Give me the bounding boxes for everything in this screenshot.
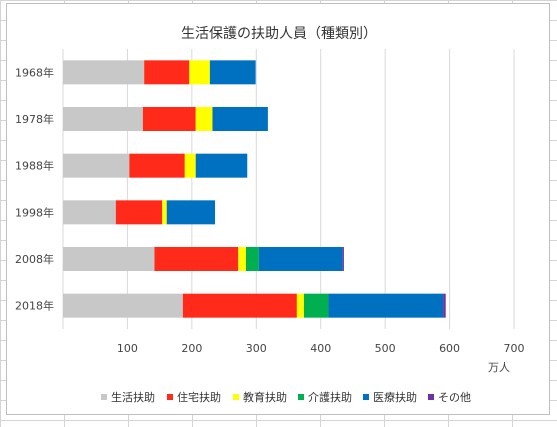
bar-segment-5 xyxy=(328,293,444,318)
legend-swatch xyxy=(101,394,107,400)
bar-segment-6 xyxy=(342,247,344,271)
legend-label: 介護扶助 xyxy=(308,390,352,404)
bar-segment-5 xyxy=(209,60,256,85)
x-tick-label: 500 xyxy=(375,342,396,355)
x-tick-label: 400 xyxy=(310,342,331,355)
bar-segment-3 xyxy=(162,200,167,225)
bar-segment-5 xyxy=(166,200,216,225)
bar-segment-3 xyxy=(296,293,304,318)
x-tick-label: 100 xyxy=(117,342,138,355)
legend-label: 医療扶助 xyxy=(373,390,417,404)
bar-segment-2 xyxy=(142,107,196,131)
chart-area[interactable]: 生活保護の扶助人員（種類別） 1968年 1978年 1988年 1998年 2008年… xyxy=(6,3,550,415)
bar-segment-5 xyxy=(212,107,268,131)
chart-title: 生活保護の扶助人員（種類別） xyxy=(181,26,377,42)
bar-segment-4 xyxy=(303,293,329,318)
stacked-bar-chart: 生活保護の扶助人員（種類別） 1968年 1978年 1988年 1998年 2008年… xyxy=(15,26,525,404)
bar-segment-2 xyxy=(154,247,239,271)
legend-label: 住宅扶助 xyxy=(177,390,221,404)
bar-segment-2 xyxy=(115,200,163,225)
legend-swatch xyxy=(363,394,369,400)
x-tick-label: 700 xyxy=(504,342,525,355)
bar-segment-3 xyxy=(238,247,246,271)
bar-segment-1 xyxy=(63,60,145,85)
category-label: 1968年 xyxy=(15,65,54,79)
legend-label: 生活扶助 xyxy=(111,390,155,404)
legend-swatch xyxy=(233,394,239,400)
legend-label: 教育扶助 xyxy=(243,390,287,404)
legend-swatch xyxy=(298,394,304,400)
bar-segment-2 xyxy=(182,293,297,318)
category-label: 2018年 xyxy=(15,299,54,313)
category-label: 1978年 xyxy=(15,112,54,126)
bar-segment-2 xyxy=(129,153,185,178)
bar-segment-5 xyxy=(258,247,343,271)
gridlines xyxy=(62,49,515,329)
bar-segment-2 xyxy=(144,60,190,85)
category-label: 1988年 xyxy=(15,159,54,173)
x-tick-label: 300 xyxy=(246,342,267,355)
legend-swatch xyxy=(167,394,173,400)
bar-segment-3 xyxy=(195,107,213,131)
bar-segment-1 xyxy=(63,153,130,178)
x-axis-unit: 万人 xyxy=(488,361,510,374)
bar-segment-3 xyxy=(184,153,196,178)
bar-series xyxy=(63,60,446,318)
category-label: 1998年 xyxy=(15,205,54,219)
x-tick-labels: 100 200 300 400 500 600 700 xyxy=(117,342,525,355)
legend: 生活扶助 住宅扶助 教育扶助 介護扶助 医療扶助 その他 xyxy=(101,390,471,404)
bar-segment-6 xyxy=(443,293,446,318)
x-tick-label: 200 xyxy=(181,342,202,355)
legend-swatch xyxy=(428,394,434,400)
bar-segment-4 xyxy=(245,247,259,271)
x-tick-label: 600 xyxy=(439,342,460,355)
category-labels: 1968年 1978年 1988年 1998年 2008年 2018年 xyxy=(15,65,54,312)
bar-segment-1 xyxy=(63,200,116,225)
bar-segment-1 xyxy=(63,107,143,131)
bar-segment-5 xyxy=(195,153,248,178)
bar-segment-3 xyxy=(189,60,210,85)
legend-label: その他 xyxy=(438,391,471,404)
bar-segment-1 xyxy=(63,293,183,318)
bar-segment-1 xyxy=(63,247,155,271)
category-label: 2008年 xyxy=(15,252,54,266)
